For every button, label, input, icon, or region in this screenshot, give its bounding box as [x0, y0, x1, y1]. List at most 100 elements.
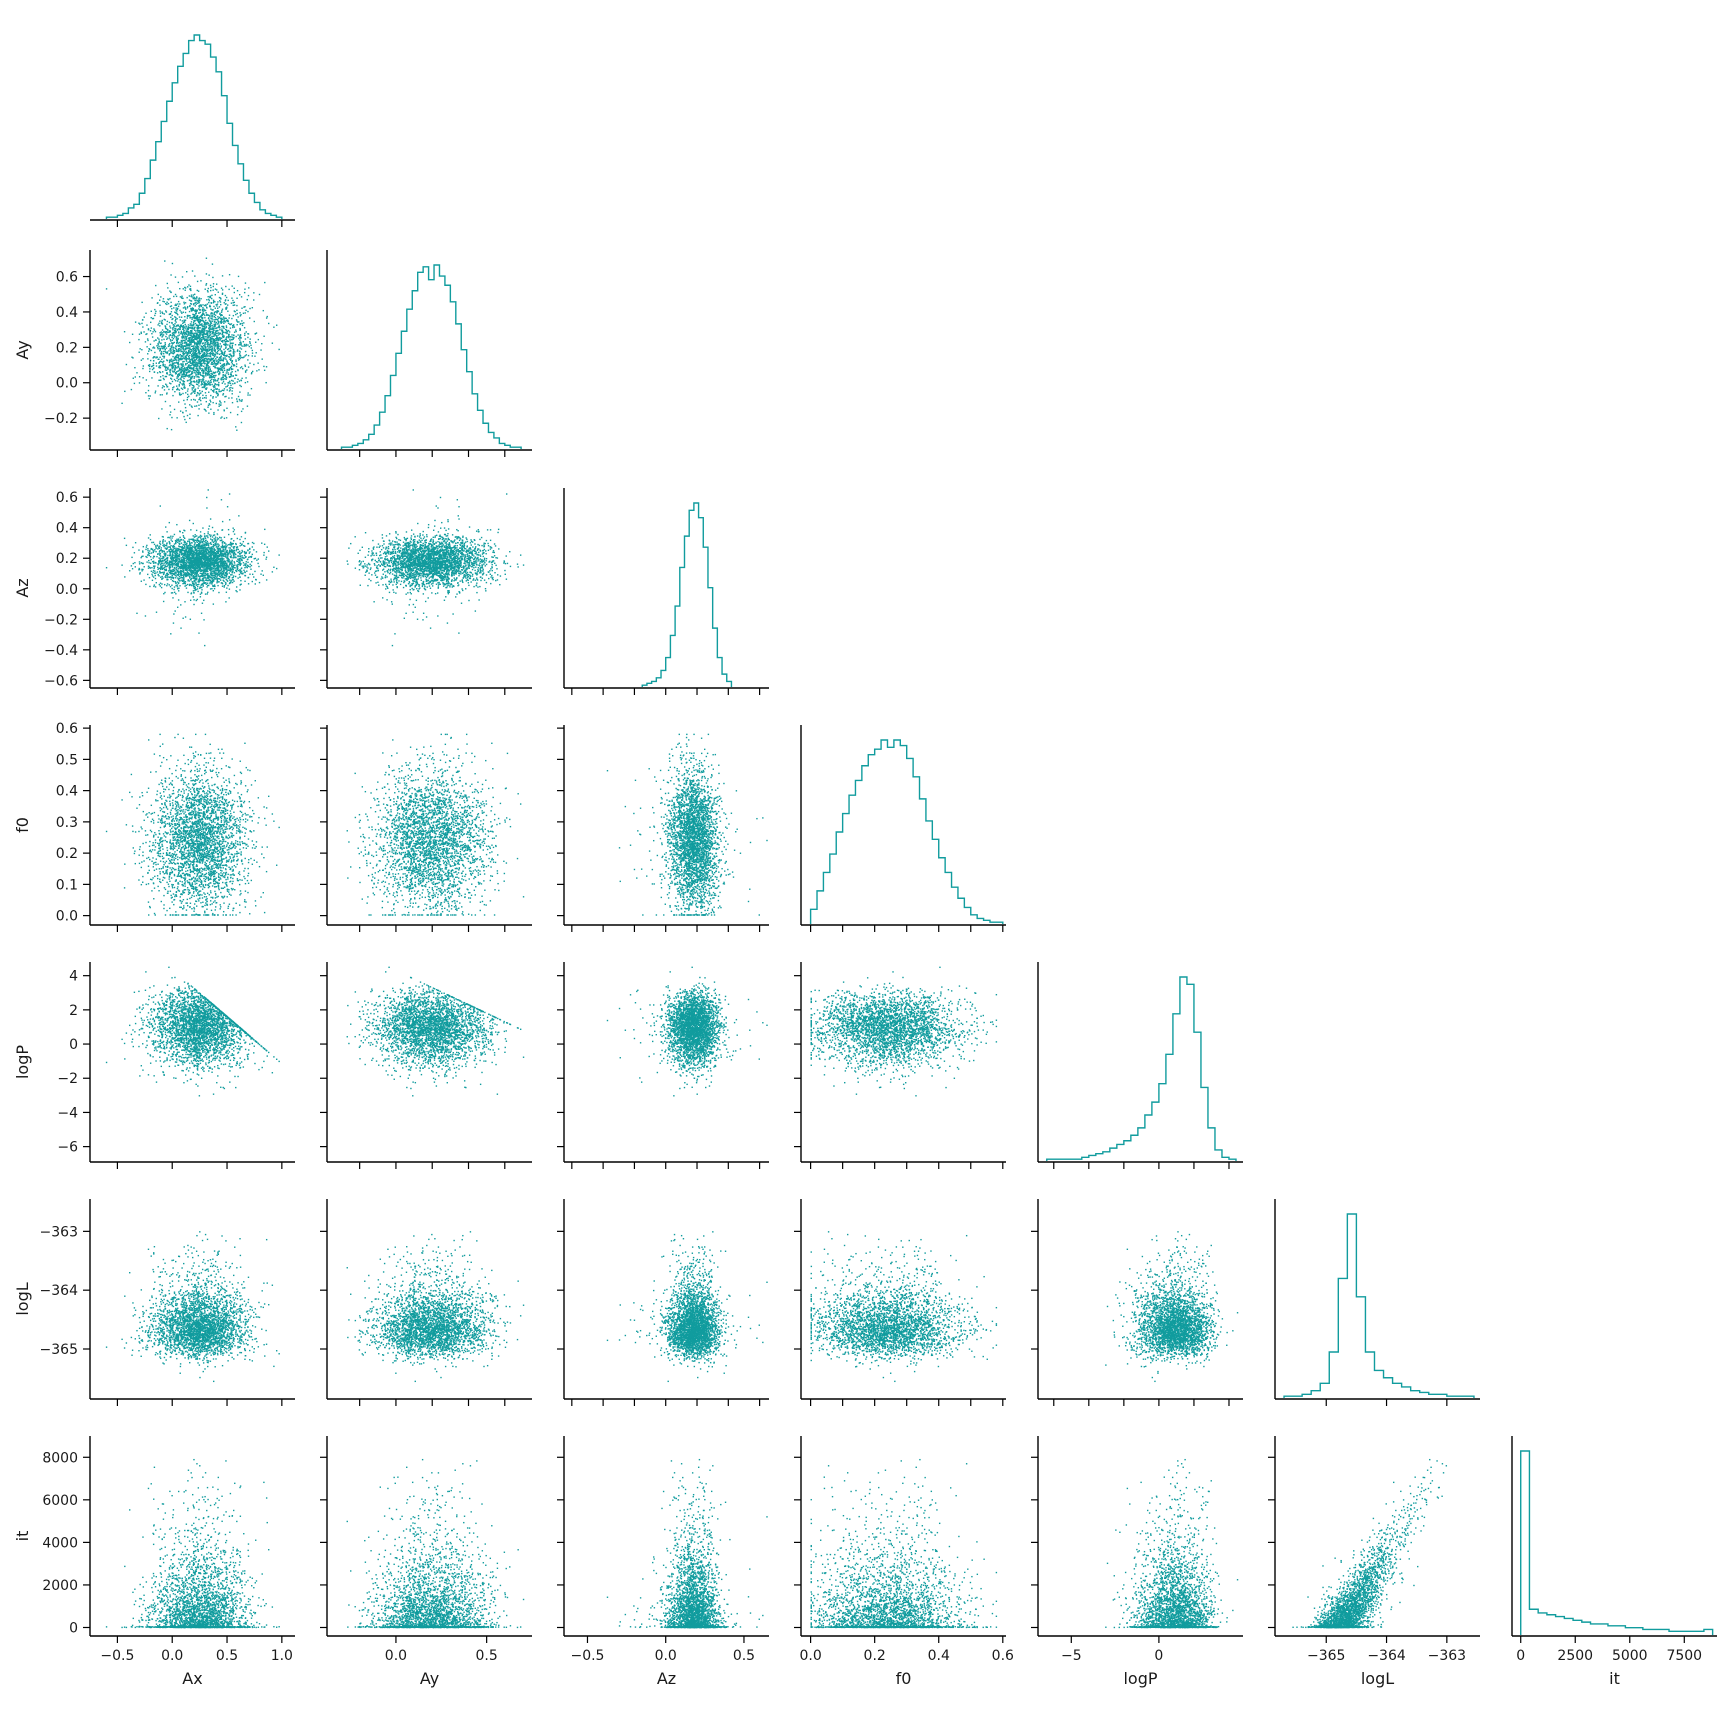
scatter-point [235, 426, 236, 427]
scatter-point [241, 400, 242, 401]
scatter-point [236, 310, 237, 311]
scatter-point [198, 291, 199, 292]
scatter-point [229, 377, 230, 378]
scatter-point [178, 332, 179, 333]
scatter-point [173, 307, 174, 308]
scatter-point [227, 304, 228, 305]
scatter-point [151, 311, 152, 312]
scatter-point [223, 355, 224, 356]
scatter-point [187, 347, 188, 348]
scatter-point [230, 353, 231, 354]
scatter-point [208, 346, 209, 347]
scatter-point [195, 305, 196, 306]
scatter-point [240, 314, 241, 315]
scatter-point [146, 324, 147, 325]
scatter-point [211, 359, 212, 360]
scatter-point [192, 350, 193, 351]
scatter-point [171, 311, 172, 312]
scatter-point [212, 277, 213, 278]
y-tick-label: −0.2 [44, 411, 78, 427]
scatter-point [213, 375, 214, 376]
scatter-point [132, 357, 133, 358]
scatter-point [208, 380, 209, 381]
scatter-point [237, 414, 238, 415]
scatter-point [181, 376, 182, 377]
scatter-point [175, 372, 176, 373]
scatter-point [167, 386, 168, 387]
scatter-point [226, 339, 227, 340]
scatter-point [241, 357, 242, 358]
scatter-point [206, 299, 207, 300]
scatter-point [155, 311, 156, 312]
scatter-point [238, 396, 239, 397]
scatter-point [167, 283, 168, 284]
scatter-point [148, 385, 149, 386]
scatter-point [210, 395, 211, 396]
scatter-point [170, 302, 171, 303]
scatter-point [230, 412, 231, 413]
scatter-point [158, 323, 159, 324]
scatter-point [255, 342, 256, 343]
scatter-point [174, 360, 175, 361]
scatter-point [206, 307, 207, 308]
scatter-point [162, 312, 163, 313]
scatter-point [243, 322, 244, 323]
scatter-point [263, 366, 264, 367]
scatter-point [216, 322, 217, 323]
scatter-point [190, 323, 191, 324]
scatter-point [216, 340, 217, 341]
scatter-point [192, 389, 193, 390]
scatter-point [197, 340, 198, 341]
scatter-point [209, 404, 210, 405]
scatter-point [180, 296, 181, 297]
scatter-point [179, 368, 180, 369]
scatter-point [245, 377, 246, 378]
scatter-point [170, 372, 171, 373]
scatter-point [183, 384, 184, 385]
scatter-point [198, 353, 199, 354]
scatter-point [234, 351, 235, 352]
scatter-point [179, 288, 180, 289]
scatter-point [178, 362, 179, 363]
scatter-point [145, 334, 146, 335]
scatter-point [223, 316, 224, 317]
scatter-point [195, 389, 196, 390]
scatter-point [196, 317, 197, 318]
scatter-point [212, 309, 213, 310]
scatter-point [201, 337, 202, 338]
scatter-point [193, 296, 194, 297]
scatter-point [179, 382, 180, 383]
scatter-point [223, 374, 224, 375]
scatter-point [211, 325, 212, 326]
scatter-point [230, 387, 231, 388]
scatter-point [227, 311, 228, 312]
scatter-point [203, 330, 204, 331]
scatter-point [225, 396, 226, 397]
scatter-point [174, 369, 175, 370]
scatter-point [131, 389, 132, 390]
scatter-point [163, 339, 164, 340]
scatter-point [176, 385, 177, 386]
scatter-point [121, 403, 122, 404]
scatter-point [242, 323, 243, 324]
scatter-point [161, 359, 162, 360]
scatter-point [187, 397, 188, 398]
scatter-point [160, 372, 161, 373]
scatter-point [187, 399, 188, 400]
scatter-point [169, 405, 170, 406]
scatter-point [232, 336, 233, 337]
y-tick-label: 0.4 [56, 305, 78, 321]
scatter-point [175, 328, 176, 329]
scatter-point [235, 331, 236, 332]
scatter-point [213, 358, 214, 359]
scatter-point [211, 384, 212, 385]
scatter-point [228, 382, 229, 383]
scatter-point [179, 316, 180, 317]
scatter-point [202, 318, 203, 319]
scatter-point [237, 313, 238, 314]
scatter-point [161, 394, 162, 395]
scatter-point [233, 335, 234, 336]
scatter-point [142, 368, 143, 369]
scatter-point [177, 366, 178, 367]
scatter-point [161, 347, 162, 348]
